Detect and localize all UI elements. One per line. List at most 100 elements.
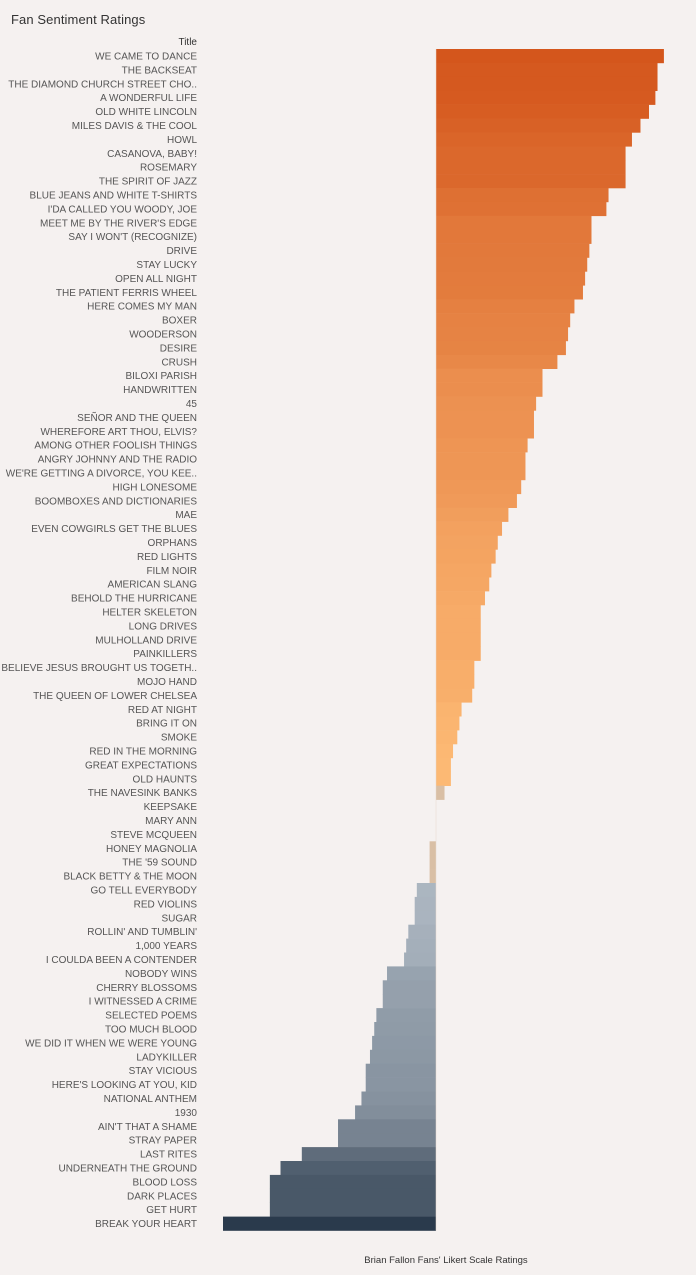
bar [369, 1049, 436, 1064]
category-label: RED IN THE MORNING [89, 746, 197, 757]
bar [436, 174, 626, 189]
bar [436, 62, 658, 78]
category-label: WE'RE GETTING A DIVORCE, YOU KEE.. [6, 468, 197, 479]
bar [436, 771, 451, 786]
category-label: SEÑOR AND THE QUEEN [77, 411, 197, 424]
bar [436, 396, 537, 411]
bar [223, 1216, 436, 1231]
category-label: BOXER [162, 316, 197, 327]
bar [414, 896, 436, 912]
category-label: WE DID IT WHEN WE WERE YOUNG [25, 1038, 197, 1049]
bar [436, 577, 490, 592]
category-label: AIN'T THAT A SHAME [98, 1122, 197, 1133]
bars-group [223, 49, 664, 1231]
bar [436, 452, 526, 467]
bar [436, 354, 558, 369]
bar [429, 855, 436, 870]
category-label: STEVE MCQUEEN [110, 830, 197, 841]
category-label: MAE [175, 510, 197, 521]
bar [436, 438, 528, 453]
bar [436, 368, 543, 383]
category-label: BLUE JEANS AND WHITE T-SHIRTS [30, 190, 198, 201]
category-label: MULHOLLAND DRIVE [95, 635, 197, 646]
category-label: HERE'S LOOKING AT YOU, KID [52, 1080, 197, 1091]
category-label: I COULDA BEEN A CONTENDER [46, 955, 197, 966]
category-label: 45 [186, 399, 198, 410]
bar [406, 938, 436, 953]
category-label: HIGH LONESOME [113, 482, 198, 493]
bar [387, 966, 436, 981]
category-label: OLD WHITE LINCOLN [95, 107, 197, 118]
category-label: ROSEMARY [140, 163, 197, 174]
category-label: ANGRY JOHNNY AND THE RADIO [38, 455, 198, 466]
category-label: OPEN ALL NIGHT [115, 274, 197, 285]
category-label: TOO MUCH BLOOD [105, 1024, 197, 1035]
bar [372, 1035, 436, 1051]
bar [382, 980, 436, 995]
category-label: GREAT EXPECTATIONS [85, 760, 197, 771]
category-label: RED LIGHTS [137, 552, 197, 563]
column-header-title: Title [178, 37, 197, 48]
category-label: BILOXI PARISH [125, 371, 197, 382]
bar [436, 646, 481, 661]
bar [436, 757, 451, 773]
category-label: CHERRY BLOSSOMS [96, 983, 197, 994]
category-label: I'DA CALLED YOU WOODY, JOE [48, 204, 198, 215]
bar [436, 591, 485, 606]
bar [376, 1008, 436, 1023]
category-label: 1,000 YEARS [135, 941, 197, 952]
bar [436, 674, 475, 689]
category-label: THE '59 SOUND [122, 858, 197, 869]
category-label: EVEN COWGIRLS GET THE BLUES [31, 524, 197, 535]
bar [414, 910, 436, 925]
category-label: MEET ME BY THE RIVER'S EDGE [40, 218, 197, 229]
bar [280, 1161, 436, 1176]
category-label: THE QUEEN OF LOWER CHELSEA [33, 691, 197, 702]
category-label: BLOOD LOSS [133, 1177, 198, 1188]
category-label: CASANOVA, BABY! [107, 149, 197, 160]
category-label: MOJO HAND [137, 677, 197, 688]
bar [436, 507, 509, 522]
category-label: WE CAME TO DANCE [95, 51, 197, 62]
category-label: SAY I WON'T (RECOGNIZE) [68, 232, 197, 243]
bar [436, 730, 458, 745]
bar [269, 1174, 436, 1190]
category-label: GO TELL EVERYBODY [90, 885, 197, 896]
bar [429, 869, 436, 884]
bar [436, 49, 664, 64]
category-label: I WITNESSED A CRIME [89, 997, 198, 1008]
bar [338, 1119, 436, 1134]
category-label: A WONDERFUL LIFE [100, 93, 197, 104]
category-label: HANDWRITTEN [123, 385, 197, 396]
bar [436, 702, 462, 717]
category-label: LADYKILLER [136, 1052, 197, 1063]
bar [404, 952, 436, 967]
category-label: HERE COMES MY MAN [87, 302, 197, 313]
category-label: 1930 [175, 1108, 198, 1119]
category-label: BOOMBOXES AND DICTIONARIES [35, 496, 198, 507]
category-label: AMONG OTHER FOOLISH THINGS [34, 441, 197, 452]
bar [436, 549, 496, 564]
bar [436, 605, 481, 620]
bar [436, 688, 473, 703]
bar [436, 90, 656, 105]
bar [436, 424, 534, 439]
bar [416, 883, 436, 898]
bar [436, 535, 498, 550]
bar [436, 132, 632, 147]
bar [269, 1202, 436, 1217]
category-label: HOWL [167, 135, 197, 146]
category-label: I BELIEVE JESUS BROUGHT US TOGETH.. [0, 663, 197, 674]
bar [436, 271, 586, 286]
bar [436, 118, 641, 133]
bar [436, 618, 481, 634]
bar [436, 716, 460, 731]
category-label: AMERICAN SLANG [108, 580, 198, 591]
bar [436, 785, 445, 800]
bar [429, 841, 436, 856]
chart-title: Fan Sentiment Ratings [11, 12, 146, 27]
bar [436, 160, 626, 175]
bar [436, 466, 526, 481]
bar [301, 1147, 436, 1162]
